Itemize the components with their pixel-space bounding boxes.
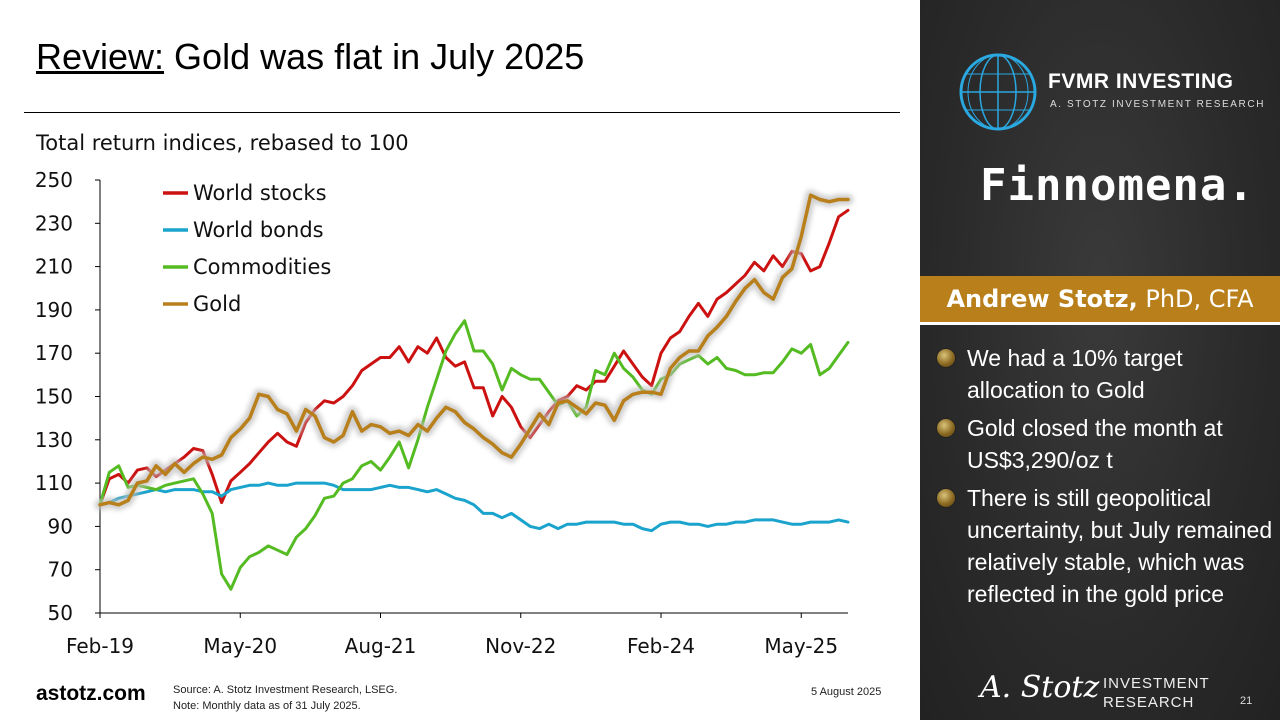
brand-name: FVMR INVESTING [1048, 70, 1234, 93]
source-line: Source: A. Stotz Investment Research, LS… [173, 684, 398, 696]
x-tick-label: Nov-22 [485, 634, 556, 658]
slide-title: Review: Gold was flat in July 2025 [36, 36, 584, 78]
page-number: 21 [1240, 695, 1253, 707]
y-tick-label: 90 [48, 514, 73, 538]
slide-date: 5 August 2025 [811, 686, 882, 698]
bullet-item: We had a 10% target allocation to Gold [934, 342, 1274, 406]
legend-label: World stocks [193, 181, 327, 205]
y-tick-label: 130 [35, 428, 73, 452]
gold-coin-icon [936, 418, 956, 438]
bullet-text: Gold closed the month at US$3,290/oz t [967, 415, 1223, 473]
slide-main: Review: Gold was flat in July 2025 Total… [24, 36, 900, 714]
y-tick-label: 50 [48, 601, 73, 625]
bullet-item: There is still geopolitical uncertainty,… [934, 482, 1274, 610]
x-tick-label: Aug-21 [345, 634, 417, 658]
x-tick-label: Feb-19 [66, 634, 134, 658]
title-highlight: Review: [36, 36, 165, 77]
title-divider [24, 112, 900, 113]
author-name: Andrew Stotz, [946, 285, 1138, 313]
x-tick-label: Feb-24 [627, 634, 695, 658]
bullet-list: We had a 10% target allocation to Gold G… [934, 342, 1274, 616]
legend-label: Commodities [193, 255, 331, 279]
gold-coin-icon [936, 348, 956, 368]
site-url[interactable]: astotz.com [36, 682, 146, 705]
research-logo-text: INVESTMENT RESEARCH [1103, 674, 1210, 712]
series-line-world-bonds [98, 481, 850, 533]
research-line1: INVESTMENT [1103, 675, 1210, 692]
bullet-item: Gold closed the month at US$3,290/oz t [934, 412, 1274, 476]
bullet-text: There is still geopolitical uncertainty,… [967, 485, 1273, 607]
chart-title: Total return indices, rebased to 100 [36, 131, 409, 155]
x-tick-label: May-25 [764, 634, 838, 658]
note-line: Note: Monthly data as of 31 July 2025. [173, 700, 361, 712]
bullet-text: We had a 10% target allocation to Gold [967, 345, 1183, 403]
y-tick-label: 210 [35, 255, 73, 279]
title-rest: Gold was flat in July 2025 [164, 36, 585, 77]
partner-logo: Finnomena. [980, 160, 1255, 211]
source-note: Source: A. Stotz Investment Research, LS… [173, 682, 397, 714]
author-banner: Andrew Stotz, PhD, CFA [920, 276, 1280, 325]
legend-label: Gold [193, 292, 241, 316]
y-tick-label: 190 [35, 298, 73, 322]
y-tick-label: 230 [35, 211, 73, 235]
brand-subtitle: A. STOTZ INVESTMENT RESEARCH [1050, 99, 1266, 110]
y-tick-label: 170 [35, 341, 73, 365]
y-tick-label: 150 [35, 385, 73, 409]
y-tick-label: 250 [35, 168, 73, 192]
research-line2: RESEARCH [1103, 694, 1195, 711]
gold-coin-icon [936, 488, 956, 508]
author-credentials: PhD, CFA [1137, 285, 1254, 313]
legend-label: World bonds [193, 218, 324, 242]
series-line-commodities [98, 319, 850, 591]
y-tick-label: 110 [35, 471, 73, 495]
y-tick-label: 70 [48, 558, 73, 582]
signature-logo: A. Stotz [980, 670, 1100, 705]
series-line-gold [98, 193, 850, 507]
globe-logo-icon [959, 53, 1037, 131]
sidebar-panel: FVMR INVESTING A. STOTZ INVESTMENT RESEA… [920, 0, 1280, 720]
line-chart: 50 70 90 110 130 150 170 190 210 230 250 Feb-19 May-… [35, 168, 854, 658]
x-tick-label: May-20 [203, 634, 277, 658]
